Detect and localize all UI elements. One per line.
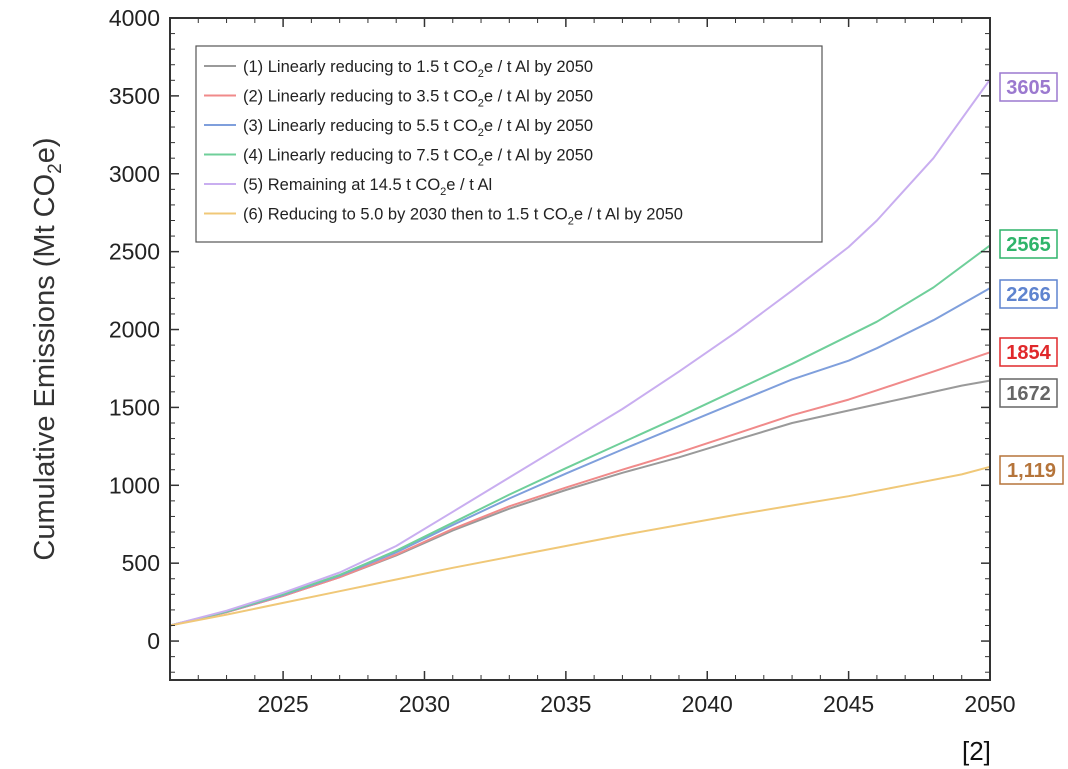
citation-label: [2]	[962, 736, 991, 766]
series-layer	[169, 78, 991, 627]
y-tick-label: 1000	[109, 472, 160, 498]
end-label-2: 1854	[1006, 342, 1051, 364]
end-label-3: 2266	[1006, 284, 1051, 306]
x-tick-label: 2045	[823, 691, 874, 717]
y-tick-label: 3000	[109, 161, 160, 187]
end-label-5: 3605	[1006, 77, 1051, 99]
y-tick-label: 2500	[109, 239, 160, 265]
legend: (1) Linearly reducing to 1.5 t CO2e / t …	[195, 45, 823, 243]
plot-frame	[169, 17, 991, 681]
end-label-1: 1672	[1006, 383, 1051, 405]
y-tick-label: 4000	[109, 5, 160, 31]
y-tick-label: 2000	[109, 317, 160, 343]
series-line-2	[169, 351, 991, 627]
x-tick-label: 2050	[964, 691, 1015, 717]
y-axis-label: Cumulative Emissions (Mt CO2e)	[29, 137, 66, 560]
x-tick-label: 2040	[682, 691, 733, 717]
y-tick-label: 500	[122, 550, 160, 576]
y-tick-label: 3500	[109, 83, 160, 109]
x-tick-label: 2030	[399, 691, 450, 717]
series-line-6	[169, 465, 991, 627]
end-label-6: 1,119	[1007, 460, 1056, 482]
legend-entry-2: (2) Linearly reducing to 3.5 t CO2e / t …	[243, 88, 593, 110]
series-line-3	[169, 287, 991, 627]
x-tick-label: 2025	[258, 691, 309, 717]
end-label-box-5	[999, 72, 1058, 102]
x-tick-label: 2035	[540, 691, 591, 717]
legend-box	[195, 45, 823, 243]
legend-entry-5: (5) Remaining at 14.5 t CO2e / t Al	[243, 176, 492, 198]
y-tick-label: 0	[147, 628, 160, 654]
end-label-4: 2565	[1006, 234, 1051, 256]
y-tick-label: 1500	[109, 394, 160, 420]
end-label-box-1	[999, 378, 1058, 408]
end-label-box-4	[999, 229, 1058, 259]
end-label-box-6	[999, 455, 1064, 485]
series-line-5	[169, 78, 991, 627]
legend-entry-6: (6) Reducing to 5.0 by 2030 then to 1.5 …	[243, 206, 683, 228]
legend-entry-3: (3) Linearly reducing to 5.5 t CO2e / t …	[243, 117, 593, 139]
end-labels: 1672 1854 2266 2565 3605 1,119	[999, 72, 1064, 485]
end-label-box-3	[999, 279, 1058, 309]
legend-entry-1: (1) Linearly reducing to 1.5 t CO2e / t …	[243, 58, 593, 80]
end-label-box-2	[999, 337, 1058, 367]
legend-entry-4: (4) Linearly reducing to 7.5 t CO2e / t …	[243, 147, 593, 169]
series-line-4	[169, 244, 991, 627]
axis-layer: 0 500 1000 1500 2000 2500 3000 3500 4000 2025 2030…	[109, 5, 1016, 717]
